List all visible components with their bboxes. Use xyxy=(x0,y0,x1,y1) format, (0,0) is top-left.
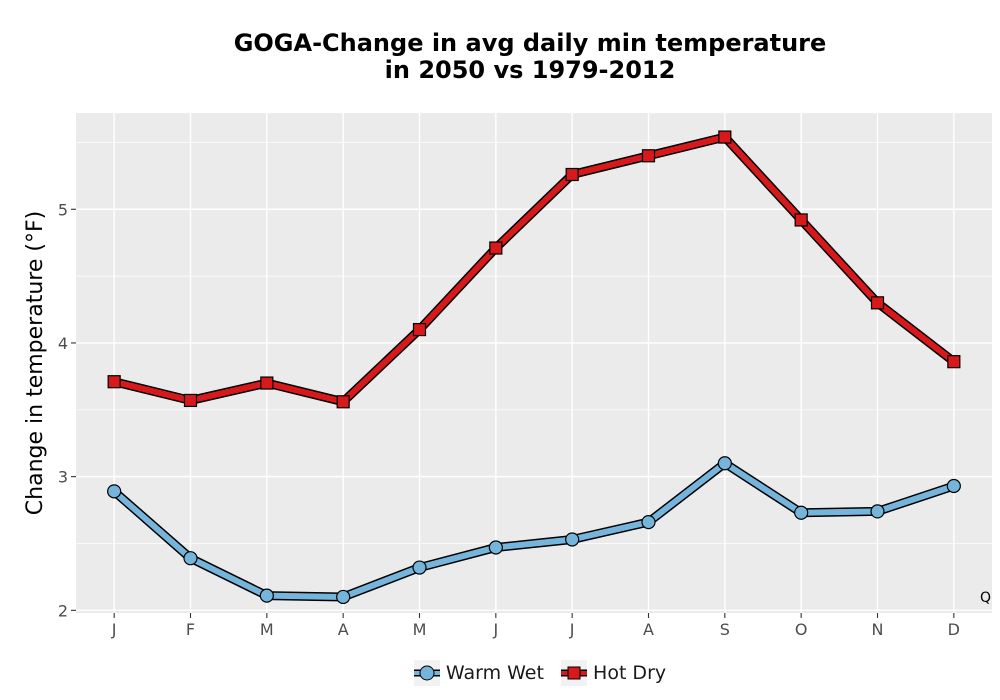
x-tick-label: M xyxy=(260,620,274,639)
data-point-warm-wet xyxy=(870,504,885,519)
y-tick-label: 2 xyxy=(58,601,68,620)
data-point-warm-wet xyxy=(336,589,351,605)
x-tick-label: D xyxy=(948,620,960,639)
data-point-hot-dry xyxy=(183,393,198,408)
x-tick-label: F xyxy=(186,620,195,639)
x-tick-label: S xyxy=(720,620,730,639)
y-axis-label: Change in temperature (°F) xyxy=(23,211,48,515)
x-tick-label: O xyxy=(795,620,808,639)
plot-panel xyxy=(76,113,992,613)
corner-mark: Q xyxy=(980,590,992,606)
data-point-hot-dry xyxy=(718,130,732,144)
legend-key-warm-wet xyxy=(413,660,440,686)
series-line-warm-wet xyxy=(111,460,957,600)
chart-legend: Warm Wet Hot Dry xyxy=(0,660,1000,690)
x-tick-label: A xyxy=(338,620,349,639)
x-tick-label: A xyxy=(643,620,654,639)
data-point-hot-dry xyxy=(641,149,656,163)
data-point-hot-dry xyxy=(794,213,808,227)
data-point-hot-dry xyxy=(336,395,350,409)
chart-title-line-1: GOGA-Change in avg daily min temperature xyxy=(233,29,827,57)
data-point-warm-wet xyxy=(946,478,961,494)
legend-label-warm-wet: Warm Wet xyxy=(445,662,544,684)
series-line-hot-dry xyxy=(111,134,957,405)
data-point-hot-dry xyxy=(947,355,961,369)
legend-item-warm-wet: Warm Wet xyxy=(413,660,544,686)
data-point-warm-wet xyxy=(107,484,122,499)
x-tick-label: M xyxy=(413,620,427,639)
chart-title: GOGA-Change in avg daily min temperature… xyxy=(0,30,1000,84)
legend-key-hot-dry xyxy=(561,660,588,686)
data-point-hot-dry xyxy=(489,241,503,255)
x-tick-label: J xyxy=(569,620,575,639)
x-tick-label: J xyxy=(492,620,498,639)
data-point-warm-wet xyxy=(412,560,427,575)
chart-title-line-2: in 2050 vs 1979-2012 xyxy=(384,56,676,84)
y-tick-label: 3 xyxy=(58,468,68,487)
data-point-warm-wet xyxy=(259,588,274,603)
data-point-hot-dry xyxy=(260,376,274,390)
data-point-warm-wet xyxy=(565,532,580,547)
data-point-hot-dry xyxy=(412,322,427,337)
y-tick-label: 4 xyxy=(58,334,68,353)
legend-label-hot-dry: Hot Dry xyxy=(593,662,667,684)
data-point-warm-wet xyxy=(183,551,198,566)
data-point-warm-wet xyxy=(794,505,809,520)
data-point-hot-dry xyxy=(870,296,885,310)
legend-item-hot-dry: Hot Dry xyxy=(561,660,666,686)
x-tick-label: J xyxy=(111,620,117,639)
data-point-hot-dry xyxy=(565,167,579,182)
x-tick-label: N xyxy=(872,620,884,639)
y-tick-label: 5 xyxy=(58,200,68,219)
data-point-hot-dry xyxy=(107,375,121,389)
data-point-warm-wet xyxy=(488,540,503,555)
data-point-warm-wet xyxy=(641,514,656,530)
data-point-warm-wet xyxy=(717,456,732,471)
